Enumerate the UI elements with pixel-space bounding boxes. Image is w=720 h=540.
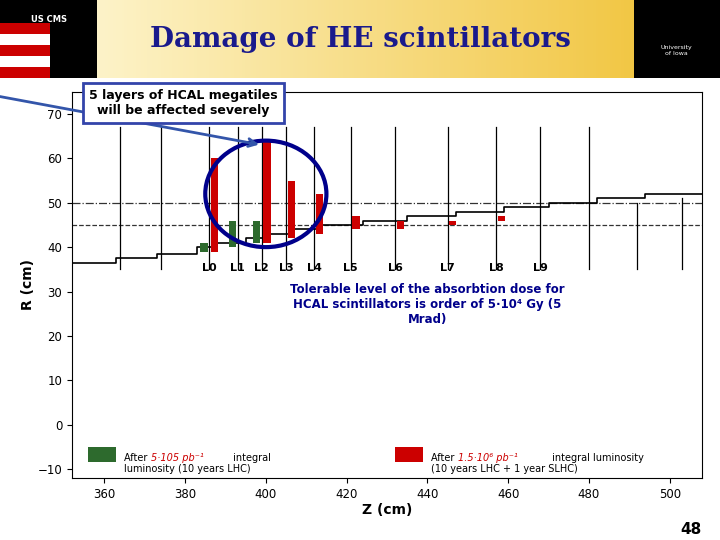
Text: L7: L7 — [440, 262, 455, 273]
Bar — [229, 220, 236, 247]
Bar — [395, 447, 423, 462]
Text: luminosity (10 years LHC): luminosity (10 years LHC) — [125, 464, 251, 474]
Text: 5·105 pb⁻¹: 5·105 pb⁻¹ — [150, 453, 204, 463]
Text: L8: L8 — [489, 262, 503, 273]
Text: After: After — [431, 453, 458, 463]
Bar — [352, 216, 359, 229]
Text: L2: L2 — [254, 262, 269, 273]
Text: L9: L9 — [533, 262, 548, 273]
Text: L5: L5 — [343, 262, 358, 273]
Bar — [200, 242, 207, 252]
Text: (10 years LHC + 1 year SLHC): (10 years LHC + 1 year SLHC) — [431, 464, 578, 474]
Bar — [316, 194, 323, 234]
Bar — [253, 220, 260, 242]
Text: integral luminosity: integral luminosity — [549, 453, 644, 463]
Text: Tolerable level of the absorbtion dose for
HCAL scintillators is order of 5·10⁴ : Tolerable level of the absorbtion dose f… — [290, 284, 564, 326]
Bar — [264, 140, 271, 242]
FancyBboxPatch shape — [634, 0, 720, 78]
Text: L1: L1 — [230, 262, 245, 273]
FancyBboxPatch shape — [0, 0, 97, 78]
Text: 1.5·10⁶ pb⁻¹: 1.5·10⁶ pb⁻¹ — [458, 453, 518, 463]
Text: University
of Iowa: University of Iowa — [661, 45, 693, 56]
Bar — [211, 158, 218, 252]
Text: integral: integral — [230, 453, 271, 463]
Bar — [288, 180, 295, 238]
Bar — [0, 23, 50, 35]
Bar — [88, 447, 117, 462]
X-axis label: Z (cm): Z (cm) — [362, 503, 412, 517]
Text: US CMS: US CMS — [31, 15, 67, 24]
Text: After: After — [125, 453, 151, 463]
Text: 48: 48 — [680, 522, 702, 537]
Bar — [498, 216, 505, 220]
Text: L4: L4 — [307, 262, 322, 273]
Text: L6: L6 — [387, 262, 402, 273]
Y-axis label: R (cm): R (cm) — [21, 259, 35, 310]
Text: 5 layers of HCAL megatiles
will be affected severely: 5 layers of HCAL megatiles will be affec… — [89, 89, 278, 117]
Bar — [0, 68, 50, 78]
Bar — [0, 35, 50, 45]
Bar — [0, 56, 50, 68]
Bar — [0, 45, 50, 56]
Text: Damage of HE scintillators: Damage of HE scintillators — [150, 25, 570, 52]
Bar — [449, 220, 456, 225]
Text: L0: L0 — [202, 262, 217, 273]
Bar — [397, 220, 404, 230]
Text: L3: L3 — [279, 262, 293, 273]
